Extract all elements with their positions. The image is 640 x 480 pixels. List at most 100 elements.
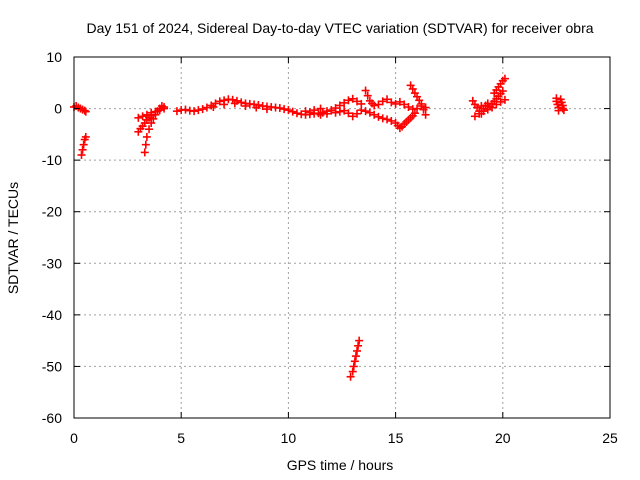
data-point bbox=[138, 112, 147, 121]
data-point bbox=[348, 112, 357, 121]
data-point bbox=[408, 84, 417, 93]
data-point bbox=[134, 113, 143, 122]
data-point bbox=[370, 110, 379, 119]
data-point bbox=[395, 97, 404, 106]
data-point bbox=[77, 150, 86, 159]
data-point bbox=[404, 103, 413, 112]
data-point bbox=[190, 107, 199, 116]
x-tick-label: 10 bbox=[281, 430, 297, 446]
data-point bbox=[275, 104, 284, 113]
data-point bbox=[400, 100, 409, 109]
data-point bbox=[209, 103, 218, 112]
data-point bbox=[417, 99, 426, 108]
data-point bbox=[350, 357, 359, 366]
data-point bbox=[363, 91, 372, 100]
data-point bbox=[280, 105, 289, 114]
data-point bbox=[262, 105, 271, 114]
axis-ticks bbox=[73, 56, 611, 419]
x-tick-label: 15 bbox=[388, 430, 404, 446]
data-point bbox=[492, 100, 501, 109]
data-point bbox=[500, 74, 509, 83]
data-point bbox=[220, 100, 229, 109]
data-point bbox=[340, 106, 349, 115]
data-point bbox=[419, 105, 428, 114]
data-point bbox=[284, 106, 293, 115]
data-point bbox=[305, 108, 314, 117]
data-point bbox=[301, 107, 310, 116]
data-point bbox=[288, 107, 297, 116]
data-point bbox=[421, 110, 430, 119]
data-point bbox=[559, 106, 568, 115]
data-point bbox=[383, 115, 392, 124]
data-point bbox=[348, 94, 357, 103]
data-point bbox=[198, 105, 207, 114]
y-axis-label: SDTVAR / TECUs bbox=[5, 182, 21, 294]
data-point bbox=[292, 109, 301, 118]
data-point bbox=[354, 341, 363, 350]
data-point bbox=[353, 109, 362, 118]
data-point bbox=[357, 106, 366, 115]
data-point bbox=[410, 109, 419, 118]
data-point bbox=[353, 97, 362, 106]
data-point bbox=[498, 87, 507, 96]
data-point bbox=[147, 108, 156, 117]
y-tick-label: -10 bbox=[42, 152, 62, 168]
data-points bbox=[70, 74, 568, 381]
data-point bbox=[316, 110, 325, 119]
data-point bbox=[355, 336, 364, 345]
data-point bbox=[470, 112, 479, 121]
data-point bbox=[479, 107, 488, 116]
y-tick-label: -40 bbox=[42, 307, 62, 323]
data-point bbox=[413, 104, 422, 113]
data-point bbox=[344, 109, 353, 118]
x-tick-labels: 0 5 10 15 20 25 bbox=[70, 430, 618, 446]
data-point bbox=[374, 112, 383, 121]
data-point bbox=[327, 106, 336, 115]
data-point bbox=[81, 107, 90, 116]
data-point bbox=[141, 140, 150, 149]
data-point bbox=[172, 107, 181, 116]
data-point bbox=[349, 362, 358, 371]
y-tick-label: -50 bbox=[42, 358, 62, 374]
data-point bbox=[346, 372, 355, 381]
data-point bbox=[142, 110, 151, 119]
y-tick-label: -20 bbox=[42, 204, 62, 220]
data-point bbox=[160, 103, 169, 112]
x-tick-label: 20 bbox=[495, 430, 511, 446]
data-point bbox=[147, 119, 156, 128]
y-tick-label: 0 bbox=[54, 101, 62, 117]
data-point bbox=[142, 132, 151, 141]
y-tick-label: -30 bbox=[42, 255, 62, 271]
data-point bbox=[149, 114, 158, 123]
data-point bbox=[500, 95, 509, 104]
data-point bbox=[361, 86, 370, 95]
data-point bbox=[140, 148, 149, 157]
data-point bbox=[483, 105, 492, 114]
data-point bbox=[194, 106, 203, 115]
data-point bbox=[361, 107, 370, 116]
data-point bbox=[145, 125, 154, 134]
x-tick-label: 5 bbox=[177, 430, 185, 446]
data-point bbox=[387, 98, 396, 107]
data-point bbox=[348, 367, 357, 376]
data-point bbox=[80, 106, 89, 115]
data-point bbox=[391, 99, 400, 108]
chart-title: Day 151 of 2024, Sidereal Day-to-day VTE… bbox=[86, 20, 593, 36]
y-tick-labels: -60 -50 -40 -30 -20 -10 0 10 bbox=[42, 49, 62, 426]
data-point bbox=[370, 101, 379, 110]
data-point bbox=[496, 97, 505, 106]
data-point bbox=[181, 105, 190, 114]
y-tick-label: -60 bbox=[42, 410, 62, 426]
data-point bbox=[558, 104, 567, 113]
data-point bbox=[488, 103, 497, 112]
data-point bbox=[475, 109, 484, 118]
data-point bbox=[383, 95, 392, 104]
x-tick-label: 0 bbox=[70, 430, 78, 446]
data-point bbox=[322, 109, 331, 118]
data-point bbox=[331, 108, 340, 117]
data-point bbox=[215, 97, 224, 106]
data-point bbox=[351, 352, 360, 361]
x-axis-label: GPS time / hours bbox=[287, 457, 394, 473]
data-point bbox=[353, 346, 362, 355]
